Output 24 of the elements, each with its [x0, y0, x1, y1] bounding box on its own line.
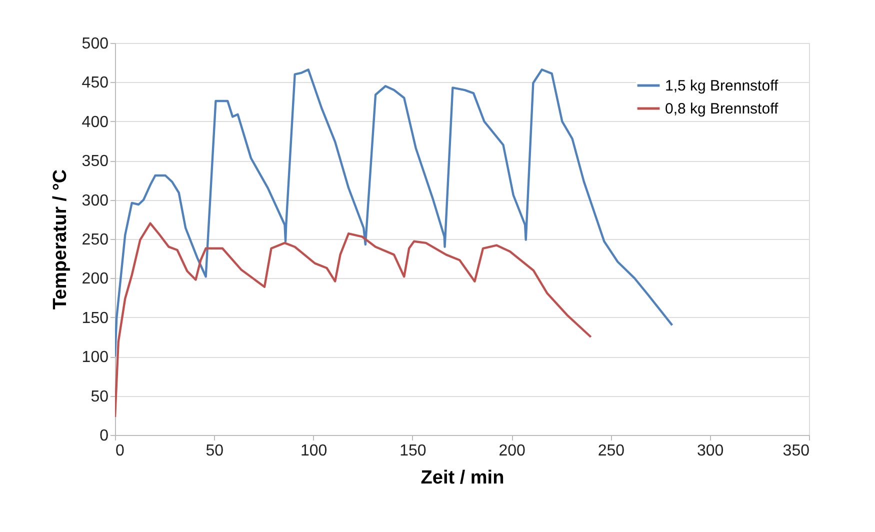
y-tick-label: 400 — [82, 114, 109, 131]
y-axis-title: Temperatur / °C — [50, 169, 71, 310]
x-tick-label: 350 — [782, 442, 810, 460]
y-tick-label: 0 — [100, 428, 109, 444]
x-tick-label: 150 — [400, 442, 426, 460]
x-axis-title: Zeit / min — [420, 468, 504, 488]
x-tick-label: 0 — [116, 442, 124, 460]
legend-label: 1,5 kg Brennstoff — [665, 78, 779, 94]
x-tick-label: 250 — [598, 442, 625, 460]
x-tick-label: 100 — [300, 442, 328, 460]
y-tick-label: 100 — [82, 349, 109, 366]
y-tick-label: 350 — [82, 153, 109, 170]
y-tick-label: 250 — [82, 232, 109, 248]
x-tick-label: 200 — [498, 442, 526, 460]
legend-label: 0,8 kg Brennstoff — [665, 100, 779, 118]
x-tick-label: 300 — [697, 442, 724, 460]
x-tick-label: 50 — [206, 442, 224, 460]
y-tick-label: 50 — [90, 388, 109, 406]
y-tick-label: 450 — [82, 74, 109, 92]
y-tick-label: 150 — [82, 310, 109, 327]
y-tick-label: 500 — [82, 36, 109, 52]
y-tick-label: 300 — [82, 192, 109, 210]
line-series — [115, 222, 592, 418]
y-tick-label: 200 — [82, 270, 109, 288]
